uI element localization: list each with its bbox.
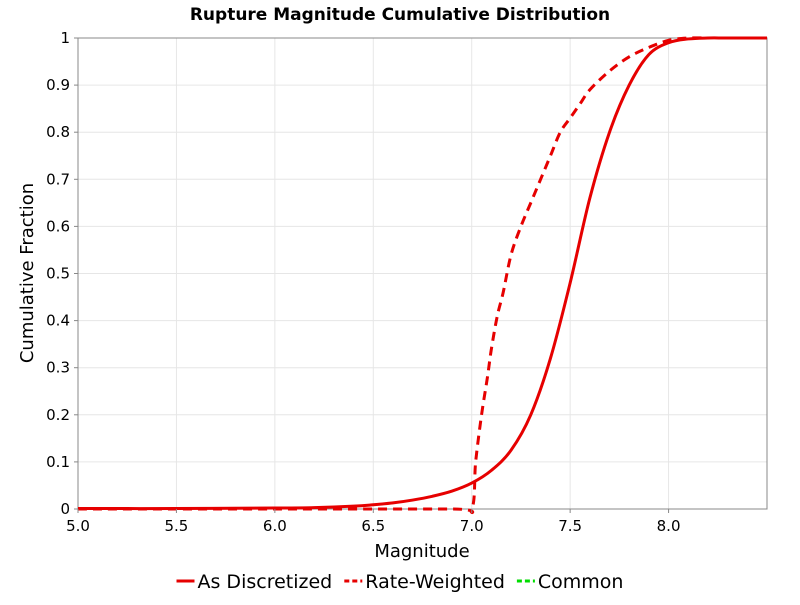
legend-item: Common — [516, 571, 624, 593]
x-tick-label: 8.0 — [657, 517, 681, 535]
legend-item: Rate-Weighted — [344, 571, 505, 593]
y-tick-label: 0.7 — [46, 170, 70, 188]
y-tick-label: 0.3 — [46, 359, 70, 377]
series-line-as-discretized — [77, 36, 767, 511]
x-axis-label: Magnitude — [374, 541, 469, 562]
x-tick-label: 7.5 — [558, 517, 582, 535]
y-tick-label: 0.8 — [46, 123, 70, 141]
legend-label: As Discretized — [198, 571, 333, 593]
legend-item: As Discretized — [176, 571, 333, 593]
series-layer — [77, 36, 767, 514]
x-tick-label: 5.0 — [66, 517, 90, 535]
y-tick-label: 0.4 — [46, 312, 70, 330]
y-tick-label: 0.5 — [46, 265, 70, 283]
legend: As Discretized Rate-Weighted Common — [176, 571, 624, 593]
x-tick-label: 7.0 — [460, 517, 484, 535]
axis-ticks: 5.0 5.5 6.0 6.5 7.0 7.5 8.0 0 0.1 0.2 0.3 0.4 0.5 0.6… — [46, 29, 680, 535]
x-tick-label: 5.5 — [164, 517, 188, 535]
y-tick-label: 1 — [60, 29, 70, 47]
y-tick-label: 0 — [60, 500, 70, 518]
y-tick-label: 0.2 — [46, 406, 70, 424]
y-tick-label: 0.6 — [46, 217, 70, 235]
chart-title: Rupture Magnitude Cumulative Distributio… — [190, 5, 610, 25]
grid-lines — [77, 37, 767, 510]
legend-label: Rate-Weighted — [365, 571, 505, 593]
y-tick-label: 0.1 — [46, 453, 70, 471]
series-line-rate-weighted — [77, 36, 708, 514]
y-tick-label: 0.9 — [46, 76, 70, 94]
x-tick-label: 6.0 — [263, 517, 287, 535]
legend-label: Common — [538, 571, 624, 593]
x-tick-label: 6.5 — [361, 517, 385, 535]
y-axis-label: Cumulative Fraction — [17, 183, 38, 363]
